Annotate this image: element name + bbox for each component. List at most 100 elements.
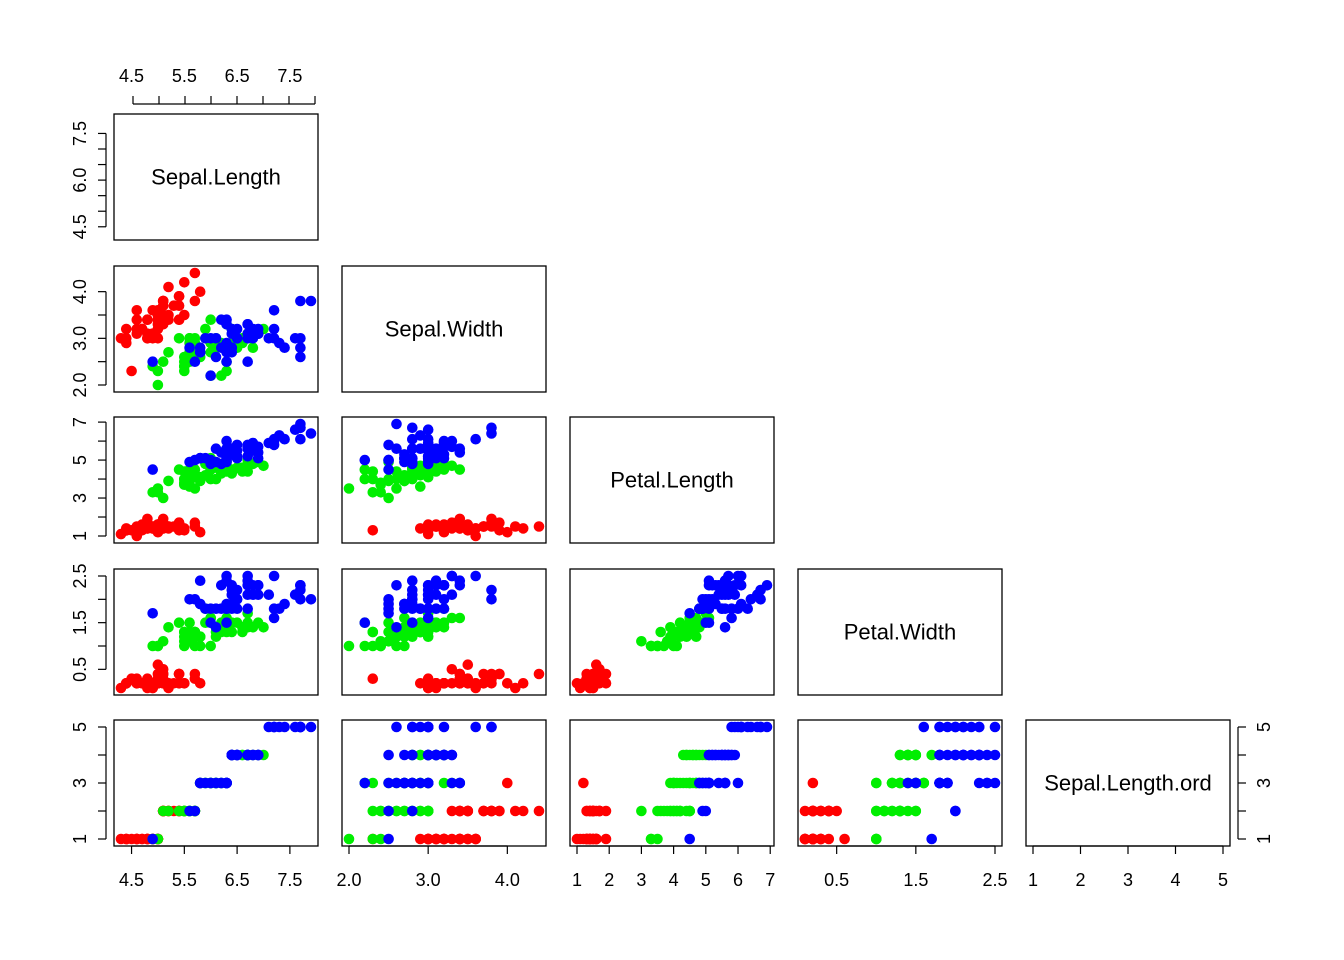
data-point — [375, 805, 387, 817]
data-point — [438, 449, 450, 460]
data-point — [584, 678, 596, 689]
left-tick-label: 7 — [70, 417, 90, 427]
data-point — [399, 749, 410, 761]
data-point — [391, 805, 402, 817]
data-point — [152, 319, 164, 330]
data-point — [173, 668, 185, 680]
data-point — [446, 612, 458, 624]
data-point — [430, 452, 442, 464]
data-point — [454, 447, 466, 458]
data-point — [807, 805, 819, 817]
data-point — [367, 640, 379, 652]
data-point — [422, 424, 434, 436]
data-point — [415, 468, 426, 479]
bottom-tick-label: 1 — [572, 870, 582, 890]
data-point — [367, 473, 379, 485]
data-point — [533, 805, 545, 817]
data-point — [415, 603, 426, 614]
scatter-panel-1-0 — [115, 267, 317, 391]
data-point — [121, 525, 132, 536]
data-point — [216, 314, 227, 326]
data-point — [242, 570, 253, 582]
data-point — [359, 473, 371, 485]
data-point — [121, 678, 132, 689]
left-tick-label: 2.0 — [70, 372, 90, 397]
data-point — [886, 777, 898, 789]
data-point — [173, 291, 185, 302]
data-point — [157, 492, 169, 504]
data-point — [942, 749, 953, 761]
data-point — [871, 833, 882, 845]
data-point — [517, 678, 529, 689]
data-point — [252, 589, 264, 600]
data-point — [600, 678, 612, 689]
data-point — [242, 580, 253, 591]
data-point — [375, 640, 387, 652]
data-point — [446, 460, 458, 472]
data-point — [438, 594, 450, 605]
bottom-tick-label: 3.0 — [416, 870, 441, 890]
data-point — [359, 617, 371, 628]
data-point — [131, 314, 143, 326]
left-tick-label: 4.0 — [70, 279, 90, 304]
bottom-tick-label: 3 — [636, 870, 646, 890]
data-point — [839, 833, 850, 845]
data-point — [430, 603, 442, 614]
data-point — [438, 678, 450, 689]
data-point — [179, 640, 190, 652]
data-point — [415, 617, 426, 628]
scatter-panel-3-0 — [115, 570, 317, 694]
data-point — [407, 805, 418, 817]
data-point — [430, 617, 442, 628]
data-point — [200, 777, 211, 789]
scatter-panel-3-2 — [571, 570, 773, 694]
data-point — [279, 433, 290, 445]
data-point — [189, 267, 201, 279]
data-point — [462, 673, 474, 684]
data-point — [438, 777, 450, 789]
data-point — [470, 682, 482, 694]
data-point — [454, 612, 466, 624]
data-point — [231, 451, 243, 462]
data-point — [902, 749, 914, 761]
data-point — [221, 598, 232, 610]
data-point — [494, 805, 505, 817]
data-point — [942, 721, 953, 733]
data-point — [446, 833, 458, 845]
data-point — [823, 833, 835, 845]
data-point — [684, 833, 695, 845]
data-point — [878, 805, 890, 817]
data-point — [279, 598, 290, 610]
panel-frame-2-2 — [569, 416, 775, 544]
data-point — [179, 678, 190, 689]
data-point — [934, 721, 945, 733]
data-point — [584, 833, 596, 845]
left-tick-label: 3 — [70, 493, 90, 503]
data-point — [399, 640, 410, 652]
data-point — [799, 833, 811, 845]
data-point — [438, 749, 450, 761]
data-point — [184, 805, 195, 817]
data-point — [799, 805, 811, 817]
data-point — [343, 640, 355, 652]
data-point — [216, 468, 227, 479]
data-point — [713, 777, 724, 789]
bottom-tick-label: 2.5 — [982, 870, 1007, 890]
data-point — [407, 617, 418, 628]
data-point — [703, 617, 715, 628]
data-point — [391, 418, 402, 430]
data-point — [587, 805, 599, 817]
data-point — [422, 777, 434, 789]
data-point — [591, 659, 602, 670]
data-point — [391, 640, 402, 652]
data-point — [221, 454, 232, 466]
data-point — [305, 721, 317, 733]
data-point — [216, 777, 227, 789]
panel-frame-2-0 — [113, 416, 319, 544]
data-point — [168, 678, 180, 689]
data-point — [486, 594, 497, 605]
data-point — [367, 673, 379, 684]
data-point — [454, 833, 466, 845]
data-point — [533, 668, 545, 680]
data-point — [383, 473, 394, 485]
